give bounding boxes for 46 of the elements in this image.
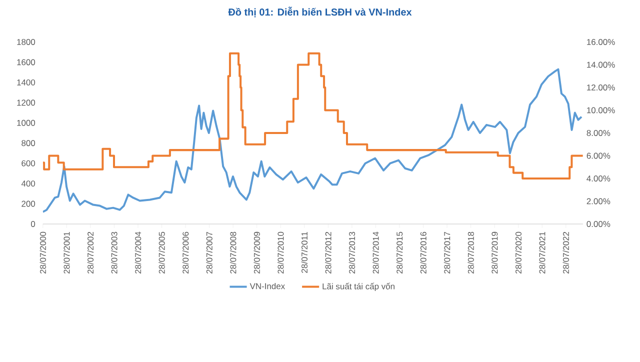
- x-tick-label: 28/07/2001: [64, 232, 70, 274]
- y2-tick-label: 12.00%: [587, 84, 615, 90]
- y-tick-label: 200: [22, 200, 36, 207]
- x-tick-label: 28/07/2013: [348, 232, 356, 274]
- y-tick-label: 1200: [17, 100, 36, 106]
- y2-tick-label: 4.00%: [586, 176, 610, 182]
- y-tick-label: 1800: [17, 39, 36, 45]
- x-tick-label: 28/07/2014: [372, 232, 379, 274]
- x-tick-label: 28/07/2022: [562, 232, 570, 274]
- legend-label: VN-Index: [250, 282, 285, 290]
- x-tick-label: 28/07/2020: [515, 232, 522, 274]
- x-tick-label: 28/07/2000: [40, 232, 46, 274]
- x-tick-label: 28/07/2012: [325, 232, 332, 274]
- y2-tick-label: 16.00%: [587, 39, 615, 45]
- x-tick-label: 28/07/2015: [396, 232, 403, 274]
- y-tick-label: 800: [22, 140, 36, 146]
- y-tick-label: 400: [21, 180, 36, 187]
- y2-tick-label: 2.00%: [586, 198, 610, 204]
- y2-tick-label: 8.00%: [586, 130, 610, 136]
- y2-tick-label: 0.00%: [586, 221, 610, 227]
- chart-title: Đồ thị 01: Diễn biến LSĐH và VN-Index: [228, 6, 412, 18]
- y-tick-label: 0: [31, 221, 36, 227]
- x-tick-label: 28/07/2007: [206, 232, 212, 274]
- line-series: [42, 68, 583, 213]
- x-tick-label: 28/07/2005: [158, 232, 165, 274]
- x-tick-label: 28/07/2010: [278, 232, 284, 274]
- x-tick-label: 28/07/2016: [420, 232, 426, 274]
- x-tick-label: 28/07/2003: [111, 232, 118, 274]
- x-tick-label: 28/07/2011: [301, 232, 308, 273]
- x-tick-label: 28/07/2006: [182, 232, 189, 274]
- x-tick-label: 28/07/2018: [468, 232, 474, 274]
- y2-tick-label: 10.00%: [587, 107, 615, 114]
- legend-label: Lãi suất tái cấp vốn: [322, 282, 394, 292]
- x-tick-label: 28/07/2004: [134, 232, 142, 274]
- y-tick-label: 600: [22, 160, 36, 166]
- x-tick-label: 28/07/2009: [254, 232, 260, 274]
- x-tick-label: 28/07/2002: [87, 232, 94, 274]
- y-tick-label: 1000: [17, 120, 36, 126]
- x-tick-label: 28/07/2008: [230, 232, 236, 274]
- y-tick-label: 1400: [17, 79, 36, 86]
- x-tick-label: 28/07/2021: [539, 232, 546, 274]
- y2-tick-label: 14.00%: [587, 62, 615, 68]
- y-tick-label: 1600: [17, 59, 36, 66]
- x-tick-label: 28/07/2017: [444, 232, 450, 274]
- y2-tick-label: 6.00%: [586, 152, 610, 159]
- x-tick-label: 28/07/2019: [491, 232, 498, 274]
